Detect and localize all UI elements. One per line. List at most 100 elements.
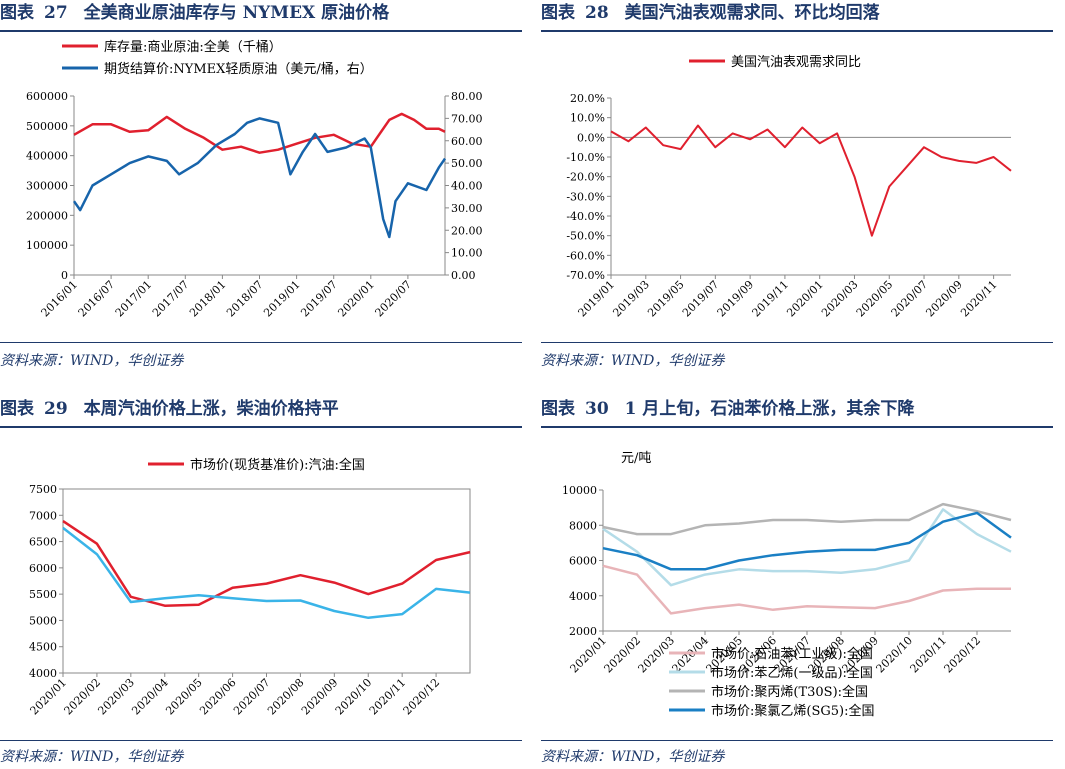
x-tick-label: 2020/06 — [197, 676, 239, 718]
plot-frame — [62, 488, 471, 674]
y-right-tick-label: 30.00 — [451, 202, 483, 215]
unit-label: 元/吨 — [621, 451, 651, 466]
figure-title: 全美商业原油库存与 NYMEX 原油价格 — [83, 3, 390, 23]
legend-label: 期货结算价:NYMEX轻质原油（美元/桶，右） — [104, 61, 373, 77]
y-right-tick-label: 0.00 — [451, 269, 476, 282]
x-tick-label: 2020/04 — [129, 676, 171, 718]
x-tick-label: 2020/07 — [373, 278, 415, 320]
y-tick-label: -10.0% — [566, 151, 605, 164]
x-tick-label: 2019/07 — [298, 278, 340, 320]
x-tick-label: 2017/01 — [113, 278, 155, 320]
x-tick-label: 2020/02 — [62, 676, 104, 718]
y-tick-label: 2000 — [569, 625, 597, 638]
figure-number: 30 — [585, 399, 609, 419]
title-rule — [0, 30, 522, 32]
legend-label: 美国汽油表观需求同比 — [731, 55, 861, 70]
footer-rule — [541, 342, 1053, 343]
x-tick-label: 2020/01 — [784, 278, 826, 320]
y-tick-label: 0.0% — [577, 131, 605, 144]
y-tick-label: 6000 — [569, 555, 597, 568]
x-tick-label: 2020/03 — [636, 634, 678, 676]
y-tick-label: 5500 — [29, 588, 57, 601]
y-right-tick-label: 70.00 — [451, 112, 483, 125]
chart-28: 20.0% 10.0% 0.0% -10.0% -20.0% -30.0% -40.0% -5… — [566, 55, 1012, 320]
footer-rule — [541, 740, 1053, 741]
panel-28: 图表 28 美国汽油表观需求同、环比均回落 20.0% 10.0% 0.0% -10.0%… — [541, 0, 1053, 380]
panel-27: 图表 27 全美商业原油库存与 NYMEX 原油价格 0 100000 200000 30… — [0, 0, 522, 380]
y-tick-label: 10.0% — [570, 112, 605, 125]
y-tick-label: 10000 — [562, 484, 597, 497]
legend-label: 市场价:聚丙烯(T30S):全国 — [711, 684, 868, 700]
title-rule — [541, 30, 1053, 32]
x-tick-label: 2020/01 — [568, 634, 610, 676]
y-tick-label: -60.0% — [566, 249, 605, 262]
y-tick-label: 6000 — [29, 562, 57, 575]
series-line — [73, 112, 446, 154]
x-tick-label: 2018/07 — [224, 278, 266, 320]
x-tick-label: 2020/02 — [602, 634, 644, 676]
x-tick-label: 2019/09 — [715, 278, 757, 320]
y-tick-label: 7500 — [29, 483, 57, 496]
series-line — [72, 117, 447, 239]
x-tick-label: 2020/08 — [265, 676, 307, 718]
figure-prefix: 图表 — [0, 3, 34, 23]
y-right-tick-label: 40.00 — [451, 180, 483, 193]
x-tick-label: 2019/07 — [680, 278, 722, 320]
x-tick-label: 2020/04 — [670, 634, 712, 676]
footer-rule — [0, 740, 522, 741]
chart-27: 0 100000 200000 300000 400000 500000 600000 0.0… — [26, 39, 483, 320]
x-tick-label: 2020/03 — [819, 278, 861, 320]
source-note: 资料来源：WIND，华创证券 — [0, 749, 184, 765]
y-tick-label: 4000 — [569, 590, 597, 603]
x-tick-label: 2020/05 — [163, 676, 205, 718]
x-tick-label: 2019/03 — [610, 278, 652, 320]
series-line — [602, 564, 1011, 615]
panel-title: 图表 29 本周汽油价格上涨，柴油价格持平 — [0, 396, 522, 422]
x-tick-label: 2020/01 — [335, 278, 377, 320]
source-note: 资料来源：WIND，华创证券 — [0, 353, 184, 369]
figure-title: 美国汽油表观需求同、环比均回落 — [624, 3, 880, 23]
figure-prefix: 图表 — [541, 399, 575, 419]
x-tick-label: 2018/01 — [187, 278, 229, 320]
y-right-tick-label: 20.00 — [451, 224, 483, 237]
y-tick-label: 5000 — [29, 614, 57, 627]
footer-rule — [0, 342, 522, 343]
x-tick-label: 2020/11 — [908, 634, 950, 676]
x-tick-label: 2020/09 — [299, 676, 341, 718]
x-tick-label: 2019/01 — [576, 278, 618, 320]
legend-label: 市场价:苯乙烯(一级品):全国 — [711, 665, 873, 681]
series-line — [62, 526, 471, 620]
y-tick-label: 4000 — [29, 667, 57, 680]
y-tick-label: -50.0% — [566, 230, 605, 243]
y-tick-label: 100000 — [26, 239, 68, 252]
x-tick-label: 2020/09 — [923, 278, 965, 320]
figure-prefix: 图表 — [541, 3, 575, 23]
y-tick-label: 0 — [61, 269, 68, 282]
x-tick-label: 2020/01 — [28, 676, 70, 718]
figure-title: 1 月上旬，石油苯价格上涨，其余下降 — [624, 399, 915, 419]
legend-label: 市场价:石油苯(工业级):全国 — [711, 646, 873, 662]
series-line — [610, 124, 1012, 237]
x-tick-label: 2017/07 — [150, 278, 192, 320]
y-tick-label: 500000 — [26, 120, 68, 133]
series-line — [602, 508, 1012, 587]
legend-label: 市场价(现货基准价):汽油:全国 — [190, 457, 365, 473]
x-tick-label: 2020/10 — [333, 676, 375, 718]
source-note: 资料来源：WIND，华创证券 — [541, 749, 725, 765]
y-tick-label: 6500 — [29, 536, 57, 549]
y-tick-label: 8000 — [569, 519, 597, 532]
figure-number: 29 — [44, 399, 68, 419]
legend-label: 市场价:聚氯乙烯(SG5):全国 — [711, 703, 874, 719]
y-tick-label: 7000 — [29, 509, 57, 522]
y-right-tick-label: 10.00 — [451, 247, 483, 260]
x-tick-label: 2020/11 — [958, 278, 1000, 320]
y-tick-label: -20.0% — [566, 171, 605, 184]
figure-number: 28 — [585, 3, 609, 23]
x-tick-label: 2016/07 — [76, 278, 118, 320]
x-tick-label: 2020/11 — [367, 676, 409, 718]
figure-title: 本周汽油价格上涨，柴油价格持平 — [83, 399, 339, 419]
legend-label: 库存量:商业原油:全美（千桶） — [104, 39, 282, 55]
x-tick-label: 2020/07 — [231, 676, 273, 718]
x-tick-label: 2020/12 — [942, 634, 984, 676]
figure-number: 27 — [44, 3, 68, 23]
